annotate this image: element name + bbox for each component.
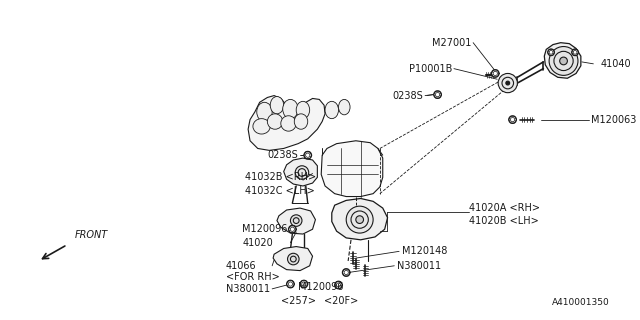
Text: A410001350: A410001350 (552, 298, 610, 307)
Polygon shape (277, 208, 316, 234)
Circle shape (506, 81, 509, 85)
Circle shape (509, 116, 516, 124)
Circle shape (304, 151, 312, 159)
Text: 41032B <RH>: 41032B <RH> (245, 172, 316, 182)
Circle shape (335, 281, 342, 289)
Polygon shape (321, 141, 383, 196)
Circle shape (287, 253, 299, 265)
Text: 41020A <RH>: 41020A <RH> (469, 203, 540, 213)
Circle shape (560, 57, 568, 65)
Text: M120096: M120096 (298, 282, 344, 292)
Circle shape (295, 166, 308, 179)
Ellipse shape (270, 97, 284, 114)
Circle shape (549, 46, 578, 76)
Text: M120096: M120096 (243, 224, 288, 234)
Circle shape (492, 70, 499, 77)
Ellipse shape (283, 100, 298, 119)
Circle shape (346, 206, 373, 233)
Polygon shape (544, 43, 581, 78)
Ellipse shape (339, 100, 350, 115)
Polygon shape (273, 246, 312, 271)
Text: 0238S: 0238S (392, 91, 423, 100)
Text: 41040: 41040 (601, 59, 632, 69)
Text: P10001B: P10001B (408, 64, 452, 74)
Text: 41066: 41066 (226, 261, 257, 271)
Text: 41032C <LH>: 41032C <LH> (245, 186, 315, 196)
Ellipse shape (325, 101, 339, 119)
Ellipse shape (296, 101, 310, 119)
Circle shape (300, 280, 308, 288)
Circle shape (548, 49, 554, 56)
Text: N380011: N380011 (226, 284, 270, 294)
Ellipse shape (281, 116, 296, 131)
Text: 41020B <LH>: 41020B <LH> (469, 216, 539, 226)
Text: N380011: N380011 (397, 261, 442, 271)
Text: <FOR RH>: <FOR RH> (226, 272, 280, 282)
Polygon shape (284, 158, 317, 186)
Circle shape (287, 280, 294, 288)
Circle shape (289, 225, 296, 233)
Polygon shape (332, 198, 388, 240)
Circle shape (356, 216, 364, 223)
Circle shape (291, 215, 302, 226)
Ellipse shape (257, 102, 272, 122)
Text: <257>: <257> (280, 296, 316, 306)
Text: 41020: 41020 (243, 238, 273, 248)
Circle shape (572, 49, 579, 56)
Text: FRONT: FRONT (75, 230, 108, 240)
Circle shape (434, 91, 442, 99)
Text: M120063: M120063 (591, 115, 637, 124)
Ellipse shape (268, 114, 283, 129)
Text: M120148: M120148 (402, 246, 447, 256)
Ellipse shape (253, 119, 270, 134)
Polygon shape (248, 96, 325, 150)
Text: M27001: M27001 (432, 38, 471, 48)
Circle shape (498, 74, 517, 93)
Text: <20F>: <20F> (324, 296, 358, 306)
Circle shape (342, 269, 350, 276)
Text: 0238S: 0238S (268, 150, 298, 160)
Ellipse shape (294, 114, 308, 129)
